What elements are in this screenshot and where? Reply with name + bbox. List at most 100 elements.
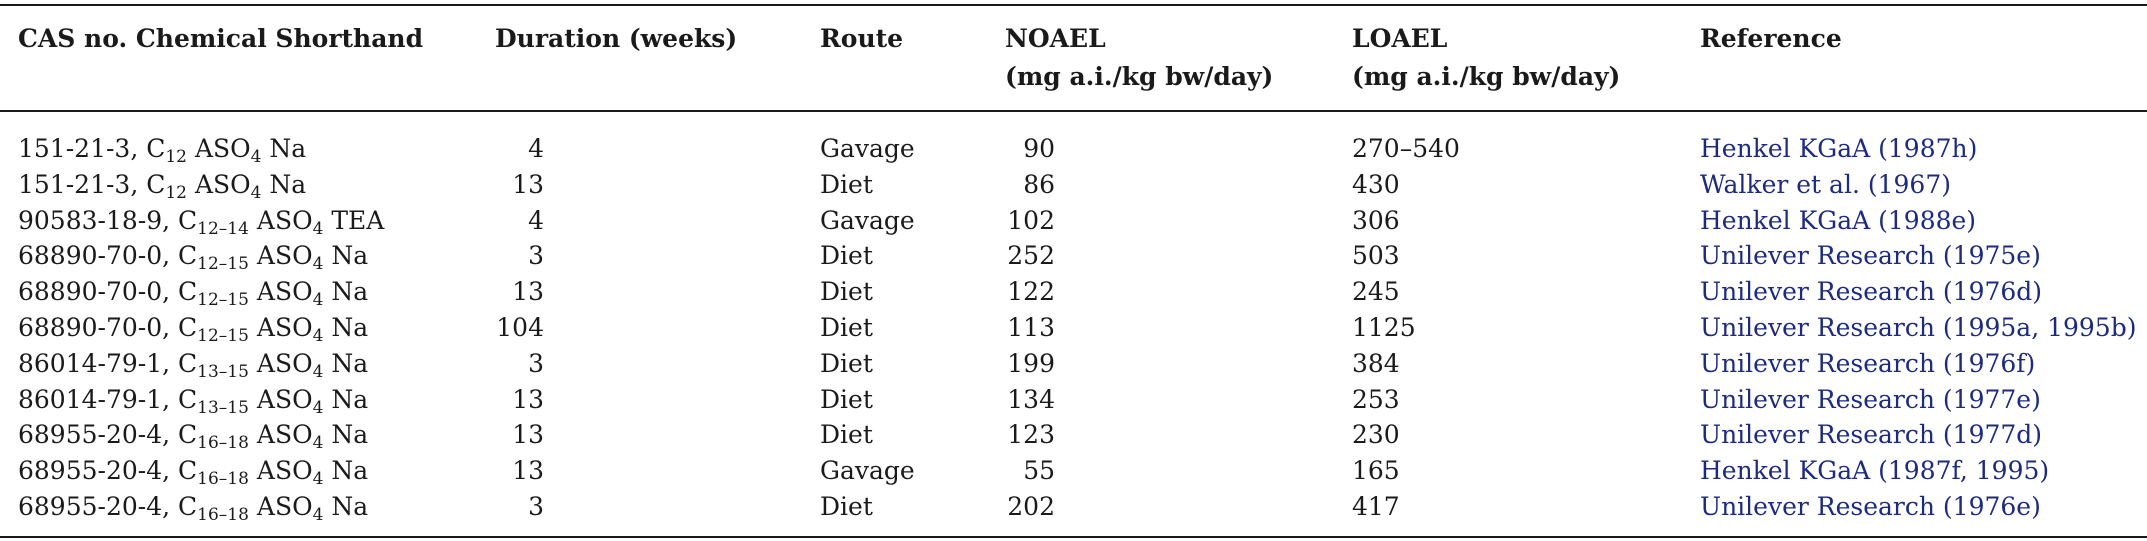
- aso-text: ASO: [248, 241, 313, 271]
- cell-cas-chemical: 151-21-3, C12 ASO4 Na: [18, 167, 306, 203]
- cell-noael: 199: [1007, 348, 1055, 378]
- cell-cas-chemical: 68955-20-4, C16–18 ASO4 Na: [18, 417, 368, 453]
- table-bottom-rule: [0, 536, 2147, 538]
- aso-subscript: 4: [312, 397, 324, 418]
- cell-noael: 113: [1007, 313, 1055, 342]
- cell-reference-link[interactable]: Unilever Research (1977e): [1700, 384, 2041, 414]
- header-reference: Reference: [1700, 24, 1842, 53]
- aso-text: ASO: [248, 277, 313, 307]
- cell-reference-link[interactable]: Unilever Research (1976d): [1700, 277, 2043, 307]
- cell-reference-link[interactable]: Unilever Research (1995a, 1995b): [1700, 313, 2137, 342]
- cell-route: Diet: [820, 277, 873, 307]
- chain-length: 12–15: [197, 326, 249, 346]
- cell-loael: 1125: [1352, 313, 1416, 342]
- salt-text: Na: [323, 492, 369, 521]
- header-route: Route: [820, 24, 904, 53]
- salt-text: Na: [261, 134, 307, 163]
- cell-loael: 165: [1352, 456, 1400, 486]
- cell-route: Diet: [820, 169, 873, 199]
- header-noael: NOAEL (mg a.i./kg bw/day): [1005, 20, 1273, 96]
- chain-length: 12: [165, 182, 187, 203]
- cell-reference-link[interactable]: Unilever Research (1977d): [1700, 420, 2043, 450]
- aso-text: ASO: [248, 456, 313, 486]
- cell-reference-link[interactable]: Unilever Research (1976e): [1700, 492, 2041, 521]
- cell-cas-chemical: 68955-20-4, C16–18 ASO4 Na: [18, 453, 368, 489]
- aso-subscript: 4: [312, 505, 324, 525]
- cas-text: 68955-20-4, C: [18, 420, 198, 450]
- chain-length: 12–15: [197, 290, 249, 311]
- cell-cas-chemical: 151-21-3, C12 ASO4 Na: [18, 131, 306, 167]
- cell-route: Diet: [820, 241, 873, 271]
- aso-subscript: 4: [312, 326, 324, 346]
- cell-loael: 430: [1352, 169, 1400, 199]
- salt-text: Na: [323, 277, 369, 307]
- cell-cas-chemical: 68955-20-4, C16–18 ASO4 Na: [18, 489, 368, 525]
- cell-loael: 384: [1352, 348, 1400, 378]
- cell-duration: 4: [528, 134, 544, 163]
- cas-text: 68955-20-4, C: [18, 456, 198, 486]
- aso-subscript: 4: [312, 361, 324, 382]
- cas-text: 90583-18-9, C: [18, 205, 198, 235]
- cell-reference-link[interactable]: Henkel KGaA (1987h): [1700, 134, 1978, 163]
- cell-duration: 13: [512, 456, 544, 486]
- cell-duration: 13: [512, 169, 544, 199]
- cas-text: 151-21-3, C: [18, 134, 166, 163]
- chain-length: 12–14: [197, 218, 249, 239]
- chain-length: 16–18: [197, 433, 249, 454]
- cell-cas-chemical: 90583-18-9, C12–14 ASO4 TEA: [18, 203, 384, 239]
- cas-text: 68955-20-4, C: [18, 492, 198, 521]
- chain-length: 13–15: [197, 397, 249, 418]
- cell-reference-link[interactable]: Unilever Research (1975e): [1700, 241, 2041, 271]
- cell-route: Diet: [820, 492, 873, 521]
- cell-route: Diet: [820, 384, 873, 414]
- cell-loael: 230: [1352, 420, 1400, 450]
- cell-duration: 104: [496, 313, 544, 342]
- aso-subscript: 4: [312, 254, 324, 275]
- aso-subscript: 4: [312, 290, 324, 311]
- cell-reference-link[interactable]: Henkel KGaA (1987f, 1995): [1700, 456, 2050, 486]
- cell-noael: 102: [1007, 205, 1055, 235]
- cell-noael: 134: [1007, 384, 1055, 414]
- cell-route: Diet: [820, 313, 873, 342]
- cell-cas-chemical: 68890-70-0, C12–15 ASO4 Na: [18, 274, 368, 310]
- header-noael-line2: (mg a.i./kg bw/day): [1005, 62, 1274, 91]
- aso-text: ASO: [187, 169, 251, 199]
- header-loael-line2: (mg a.i./kg bw/day): [1352, 62, 1621, 91]
- cell-reference-link[interactable]: Walker et al. (1967): [1700, 169, 1951, 199]
- cell-duration: 4: [528, 205, 544, 235]
- table-top-rule: [0, 4, 2147, 6]
- salt-text: Na: [323, 420, 369, 450]
- cell-duration: 13: [512, 384, 544, 414]
- cell-noael: 123: [1007, 420, 1055, 450]
- cell-cas-chemical: 86014-79-1, C13–15 ASO4 Na: [18, 382, 368, 418]
- chain-length: 13–15: [197, 361, 249, 382]
- chain-length: 16–18: [197, 505, 249, 525]
- cell-reference-link[interactable]: Unilever Research (1976f): [1700, 348, 2036, 378]
- cell-cas-chemical: 68890-70-0, C12–15 ASO4 Na: [18, 238, 368, 274]
- cell-loael: 417: [1352, 492, 1400, 521]
- cell-noael: 252: [1007, 241, 1055, 271]
- aso-subscript: 4: [250, 182, 262, 203]
- chain-length: 16–18: [197, 469, 249, 490]
- salt-text: TEA: [323, 205, 385, 235]
- cell-duration: 3: [528, 348, 544, 378]
- cell-loael: 245: [1352, 277, 1400, 307]
- salt-text: Na: [323, 348, 369, 378]
- aso-text: ASO: [248, 313, 313, 342]
- aso-text: ASO: [248, 420, 313, 450]
- cas-text: 68890-70-0, C: [18, 313, 198, 342]
- cell-reference-link[interactable]: Henkel KGaA (1988e): [1700, 205, 1977, 235]
- salt-text: Na: [323, 241, 369, 271]
- salt-text: Na: [261, 169, 307, 199]
- cas-text: 86014-79-1, C: [18, 348, 198, 378]
- header-loael-line1: LOAEL: [1352, 24, 1448, 53]
- cell-noael: 90: [1023, 134, 1055, 163]
- cell-duration: 3: [528, 241, 544, 271]
- aso-subscript: 4: [312, 218, 324, 239]
- cell-cas-chemical: 68890-70-0, C12–15 ASO4 Na: [18, 310, 368, 346]
- cell-loael: 503: [1352, 241, 1400, 271]
- chain-length: 12: [165, 147, 187, 167]
- header-duration: Duration (weeks): [495, 24, 738, 53]
- cas-text: 151-21-3, C: [18, 169, 166, 199]
- aso-text: ASO: [248, 348, 313, 378]
